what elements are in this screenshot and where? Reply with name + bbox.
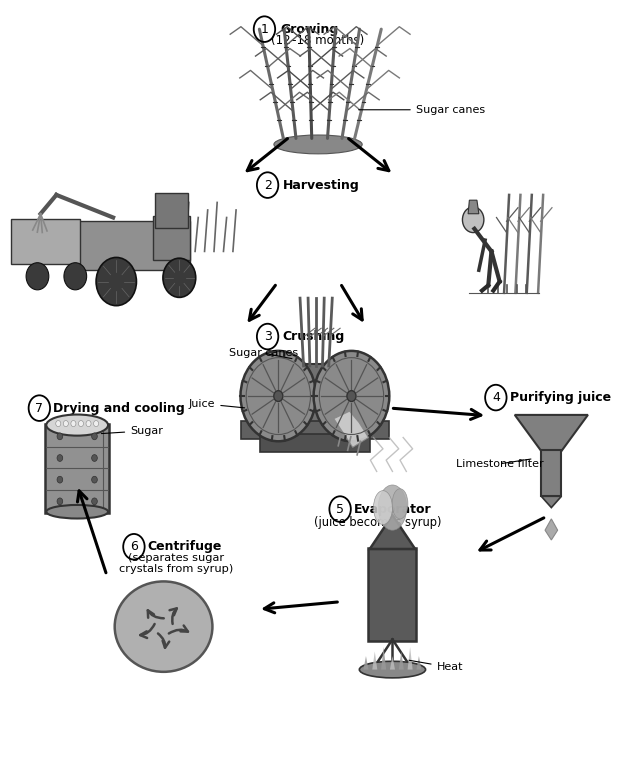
FancyBboxPatch shape — [541, 449, 561, 496]
Text: 1: 1 — [260, 23, 268, 36]
FancyBboxPatch shape — [369, 547, 417, 641]
FancyBboxPatch shape — [289, 364, 340, 432]
Text: Growing: Growing — [280, 23, 339, 36]
Ellipse shape — [359, 661, 426, 678]
Text: 6: 6 — [130, 540, 138, 553]
Circle shape — [347, 391, 356, 402]
Polygon shape — [334, 411, 369, 447]
Polygon shape — [372, 651, 378, 669]
FancyBboxPatch shape — [153, 216, 190, 260]
Text: Sugar: Sugar — [101, 426, 163, 436]
Circle shape — [163, 258, 196, 298]
Polygon shape — [390, 656, 395, 669]
Text: (separates sugar
crystals from syrup): (separates sugar crystals from syrup) — [119, 553, 234, 574]
Circle shape — [26, 263, 49, 290]
Circle shape — [92, 455, 97, 461]
Ellipse shape — [392, 489, 408, 519]
Ellipse shape — [46, 505, 108, 518]
Circle shape — [63, 420, 68, 427]
Text: Drying and cooling: Drying and cooling — [53, 402, 185, 414]
FancyBboxPatch shape — [11, 219, 80, 264]
Text: Crushing: Crushing — [283, 330, 345, 343]
Circle shape — [92, 477, 97, 483]
Circle shape — [274, 391, 283, 402]
Ellipse shape — [274, 135, 362, 154]
Circle shape — [96, 257, 136, 306]
Circle shape — [463, 207, 484, 232]
Circle shape — [92, 433, 97, 439]
Polygon shape — [545, 519, 557, 540]
Polygon shape — [370, 515, 415, 549]
FancyBboxPatch shape — [45, 424, 109, 513]
Text: Purifying juice: Purifying juice — [509, 391, 611, 404]
Text: Juice: Juice — [189, 398, 244, 408]
Circle shape — [57, 433, 63, 439]
Circle shape — [79, 420, 83, 427]
Text: Evaporator: Evaporator — [354, 502, 431, 515]
Text: 5: 5 — [336, 502, 344, 515]
Text: Harvesting: Harvesting — [283, 178, 360, 191]
Ellipse shape — [374, 490, 392, 524]
FancyBboxPatch shape — [260, 433, 370, 452]
Circle shape — [92, 498, 97, 505]
Text: 3: 3 — [264, 330, 271, 343]
Text: Sugar canes: Sugar canes — [228, 348, 298, 359]
Circle shape — [64, 263, 86, 290]
Circle shape — [71, 420, 76, 427]
Circle shape — [57, 455, 63, 461]
Circle shape — [57, 498, 63, 505]
Text: Sugar canes: Sugar canes — [358, 105, 485, 115]
Polygon shape — [541, 496, 561, 508]
Polygon shape — [515, 415, 588, 451]
FancyBboxPatch shape — [155, 194, 188, 228]
Text: Heat: Heat — [409, 660, 463, 672]
Circle shape — [93, 420, 99, 427]
Polygon shape — [364, 656, 369, 669]
Circle shape — [314, 351, 389, 441]
Text: (juice becomes syrup): (juice becomes syrup) — [314, 516, 442, 529]
Polygon shape — [468, 200, 479, 214]
Text: (12–18 months): (12–18 months) — [271, 34, 365, 47]
Text: 2: 2 — [264, 178, 271, 191]
Ellipse shape — [378, 485, 406, 531]
Polygon shape — [408, 647, 413, 669]
Circle shape — [241, 351, 316, 441]
Polygon shape — [417, 656, 422, 669]
Circle shape — [56, 420, 61, 427]
Text: Centrifuge: Centrifuge — [148, 540, 222, 553]
FancyBboxPatch shape — [241, 421, 388, 439]
Text: Limestone filter: Limestone filter — [456, 459, 543, 469]
Polygon shape — [399, 651, 404, 669]
FancyBboxPatch shape — [77, 221, 190, 270]
Ellipse shape — [46, 414, 108, 436]
Text: 7: 7 — [35, 402, 44, 414]
Ellipse shape — [115, 581, 212, 672]
Circle shape — [86, 420, 91, 427]
Polygon shape — [381, 647, 386, 669]
Circle shape — [57, 477, 63, 483]
Text: 4: 4 — [492, 391, 500, 404]
